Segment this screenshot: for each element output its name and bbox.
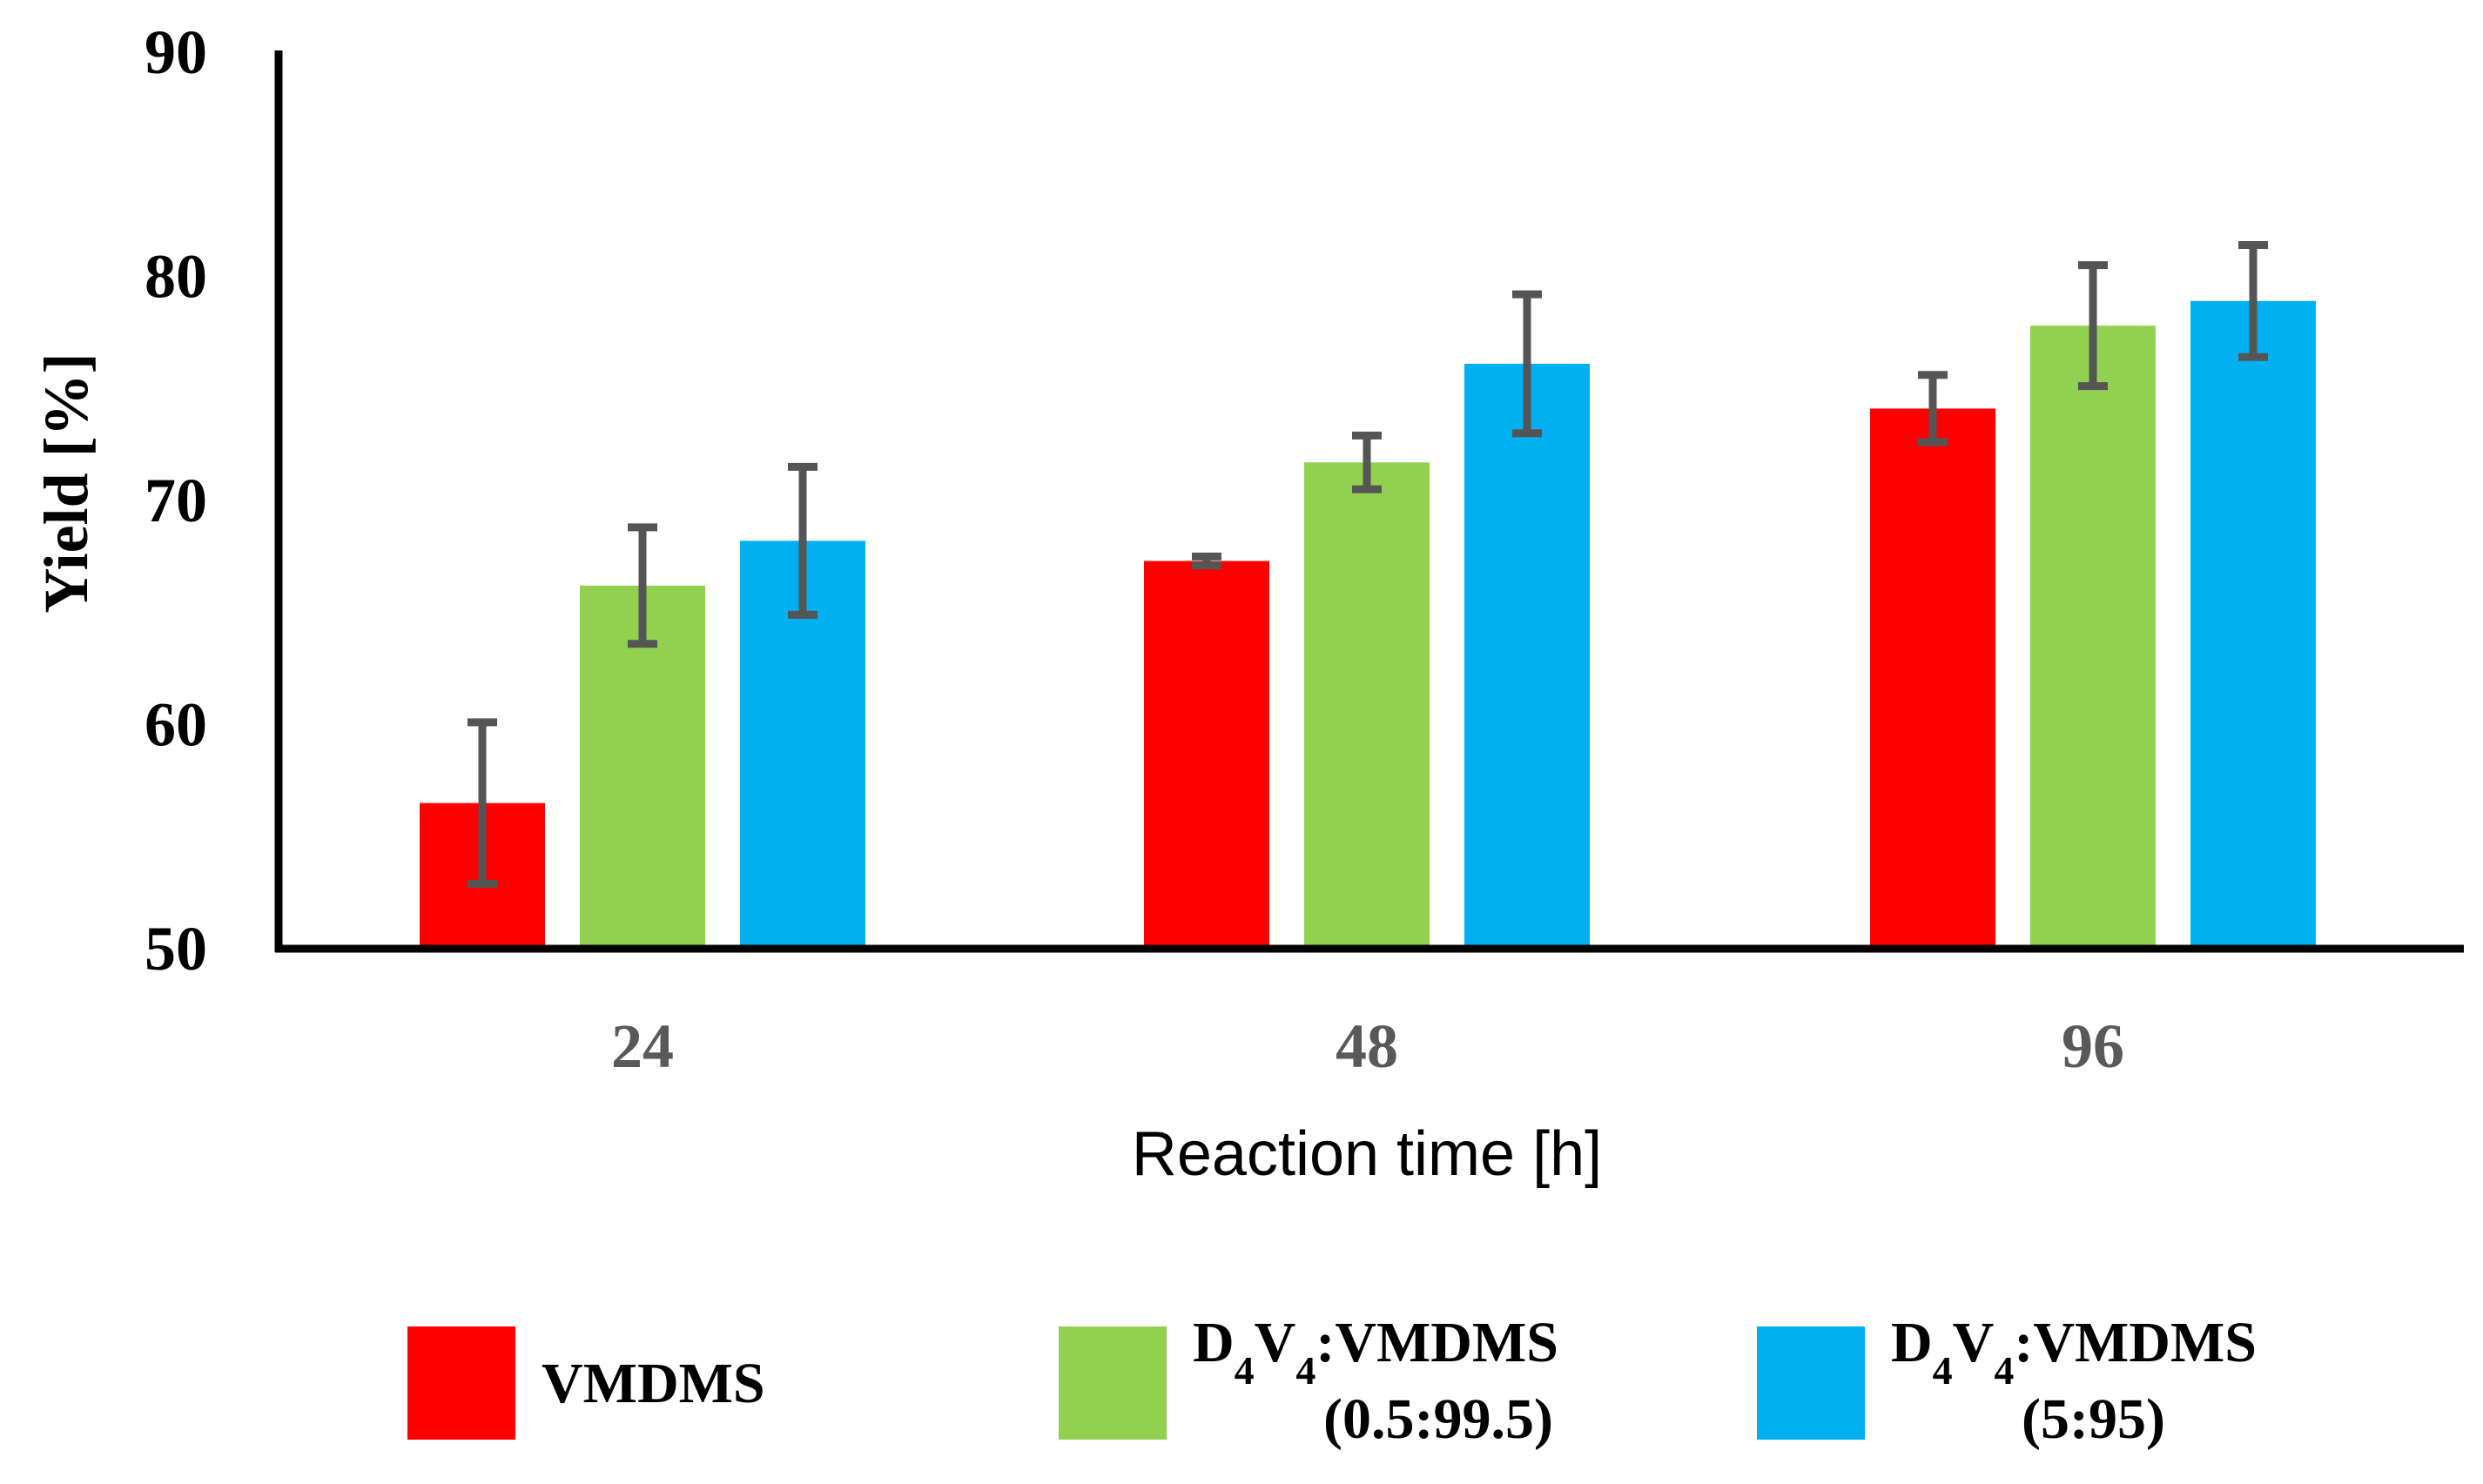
error-bar-2-2 bbox=[2238, 240, 2268, 361]
y-tick-label: 80 bbox=[145, 242, 207, 312]
legend-item-0: VMDMS bbox=[407, 1326, 765, 1440]
error-bar-1-1 bbox=[1352, 431, 1382, 494]
legend-swatch bbox=[407, 1326, 515, 1440]
legend: VMDMSD4V4:VMDMS(0.5:99.5)D4V4:VMDMS(5:95… bbox=[407, 1311, 2257, 1451]
bar-2-2 bbox=[2190, 300, 2316, 949]
y-tick-labels: 50 60 70 80 90 bbox=[145, 17, 207, 984]
x-tick-label: 48 bbox=[1336, 1011, 1398, 1081]
axes-layer bbox=[274, 50, 2464, 953]
error-bar-0-1 bbox=[1192, 552, 1221, 570]
x-tick-label: 96 bbox=[2062, 1011, 2124, 1081]
error-bar-2-1 bbox=[1512, 290, 1542, 438]
legend-swatch bbox=[1757, 1326, 1865, 1440]
legend-sublabel: (0.5:99.5) bbox=[1323, 1387, 1553, 1451]
y-axis-label: Yield [%] bbox=[31, 353, 101, 613]
error-bar-2-0 bbox=[788, 462, 818, 619]
legend-item-1: D4V4:VMDMS(0.5:99.5) bbox=[1059, 1311, 1558, 1451]
x-tick-label: 24 bbox=[611, 1011, 674, 1081]
y-tick-label: 70 bbox=[145, 466, 207, 535]
legend-label: D4V4:VMDMS bbox=[1193, 1311, 1558, 1393]
error-bar-1-0 bbox=[628, 523, 657, 648]
legend-item-2: D4V4:VMDMS(5:95) bbox=[1757, 1311, 2257, 1451]
bar-1-2 bbox=[2030, 326, 2156, 949]
x-tick-labels: 24 48 96 bbox=[611, 1011, 2124, 1081]
error-bar-1-2 bbox=[2078, 261, 2108, 391]
y-tick-label: 60 bbox=[145, 690, 207, 760]
error-bar-0-2 bbox=[1918, 371, 1948, 447]
bar-2-1 bbox=[1464, 363, 1590, 949]
bars-layer bbox=[420, 300, 2316, 949]
error-bars-layer bbox=[468, 240, 2268, 888]
bar-1-1 bbox=[1304, 462, 1430, 949]
x-axis-label: Reaction time [h] bbox=[1132, 1119, 1602, 1189]
legend-sublabel: (5:95) bbox=[2022, 1387, 2165, 1451]
bar-0-2 bbox=[1870, 408, 1995, 949]
legend-swatch bbox=[1059, 1326, 1167, 1440]
error-bar-0-0 bbox=[468, 718, 497, 888]
y-tick-label: 50 bbox=[145, 914, 207, 984]
legend-label: D4V4:VMDMS bbox=[1891, 1311, 2257, 1393]
y-tick-label: 90 bbox=[145, 17, 207, 87]
bar-0-1 bbox=[1144, 561, 1269, 949]
legend-label: VMDMS bbox=[542, 1352, 765, 1415]
